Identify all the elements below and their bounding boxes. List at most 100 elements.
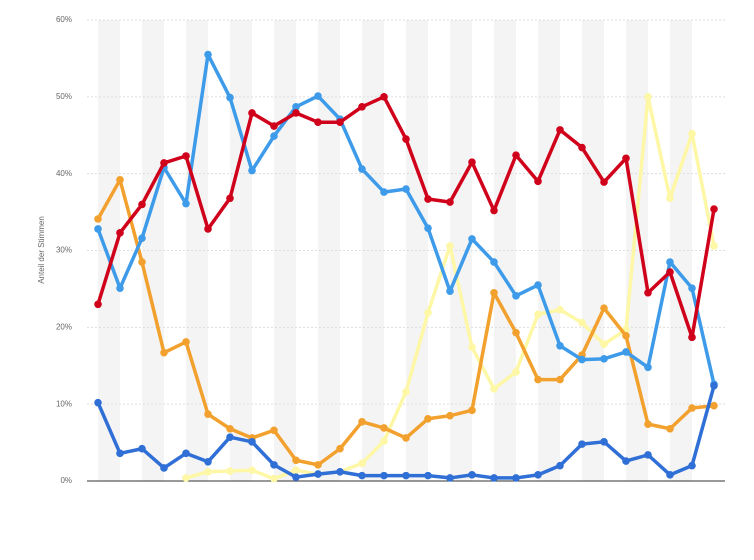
data-point	[468, 158, 476, 166]
data-point	[600, 355, 608, 363]
data-point	[556, 341, 564, 350]
data-point	[314, 118, 322, 126]
data-point	[358, 471, 366, 480]
data-point	[578, 143, 586, 152]
data-point	[534, 281, 542, 289]
data-point	[644, 451, 652, 459]
data-point	[358, 418, 366, 426]
data-point	[402, 434, 410, 442]
data-point	[270, 474, 278, 483]
data-point	[424, 195, 432, 203]
data-point	[402, 471, 410, 480]
data-point	[226, 433, 234, 442]
data-point	[138, 258, 146, 266]
data-point	[204, 50, 212, 59]
data-point	[204, 457, 212, 466]
data-point	[226, 93, 234, 102]
data-point	[402, 135, 410, 143]
data-point	[358, 459, 366, 468]
data-point	[512, 151, 520, 160]
data-point	[490, 385, 498, 393]
data-point	[710, 401, 718, 410]
data-point	[622, 348, 630, 356]
data-point	[402, 388, 410, 396]
data-point	[292, 466, 300, 475]
data-point	[160, 464, 168, 472]
data-point	[358, 103, 366, 111]
data-point	[270, 132, 278, 140]
data-point	[644, 288, 652, 297]
data-point	[446, 198, 454, 206]
data-point	[556, 305, 564, 314]
data-point	[94, 225, 102, 233]
data-point	[336, 444, 344, 453]
data-point	[468, 471, 476, 479]
data-point	[336, 118, 344, 126]
data-point	[292, 109, 300, 117]
data-point	[160, 159, 168, 167]
data-point	[380, 188, 388, 196]
data-point	[446, 474, 454, 482]
data-point	[490, 258, 498, 266]
data-point	[556, 126, 564, 134]
data-point	[204, 225, 212, 233]
data-point	[622, 457, 630, 465]
data-point	[380, 437, 388, 445]
data-point	[622, 331, 630, 340]
data-point	[314, 470, 322, 478]
data-point	[710, 381, 718, 390]
data-point	[710, 205, 718, 213]
data-point	[138, 234, 146, 243]
data-point	[424, 308, 432, 317]
data-point	[688, 333, 696, 342]
data-point	[688, 129, 696, 138]
data-point	[292, 473, 300, 481]
y-tick-label: 20%	[56, 322, 72, 331]
data-point	[380, 424, 388, 432]
data-point	[644, 93, 652, 101]
y-tick-label: 40%	[56, 169, 72, 178]
data-point	[534, 177, 542, 186]
data-point	[578, 440, 586, 448]
data-point	[600, 438, 608, 446]
data-point	[226, 194, 234, 203]
data-point	[182, 474, 190, 482]
data-point	[204, 410, 212, 418]
y-tick-label: 60%	[56, 15, 72, 24]
data-point	[666, 194, 674, 203]
data-point	[534, 471, 542, 479]
data-point	[446, 242, 454, 250]
data-point	[710, 242, 718, 250]
y-tick-label: 10%	[56, 399, 72, 408]
data-point	[644, 420, 652, 428]
data-point	[182, 449, 190, 458]
data-point	[138, 200, 146, 209]
data-point	[358, 165, 366, 173]
data-point	[424, 471, 432, 480]
y-axis-label: Anteil der Stimmen	[37, 216, 46, 284]
data-point	[116, 176, 124, 184]
data-point	[314, 92, 322, 100]
data-point	[666, 471, 674, 479]
data-point	[512, 328, 520, 337]
data-point	[468, 406, 476, 415]
data-point	[578, 318, 586, 327]
data-point	[94, 215, 102, 223]
data-point	[424, 414, 432, 423]
data-point	[116, 284, 124, 292]
data-point	[270, 122, 278, 130]
data-point	[534, 375, 542, 384]
data-point	[622, 154, 630, 163]
data-point	[116, 229, 124, 237]
data-point	[512, 368, 520, 376]
y-tick-label: 30%	[56, 246, 72, 255]
data-point	[292, 456, 300, 465]
data-point	[534, 310, 542, 319]
data-point	[688, 284, 696, 292]
data-point	[490, 206, 498, 215]
data-point	[292, 103, 300, 111]
data-point	[182, 152, 190, 160]
data-point	[556, 461, 564, 470]
data-point	[314, 461, 322, 469]
